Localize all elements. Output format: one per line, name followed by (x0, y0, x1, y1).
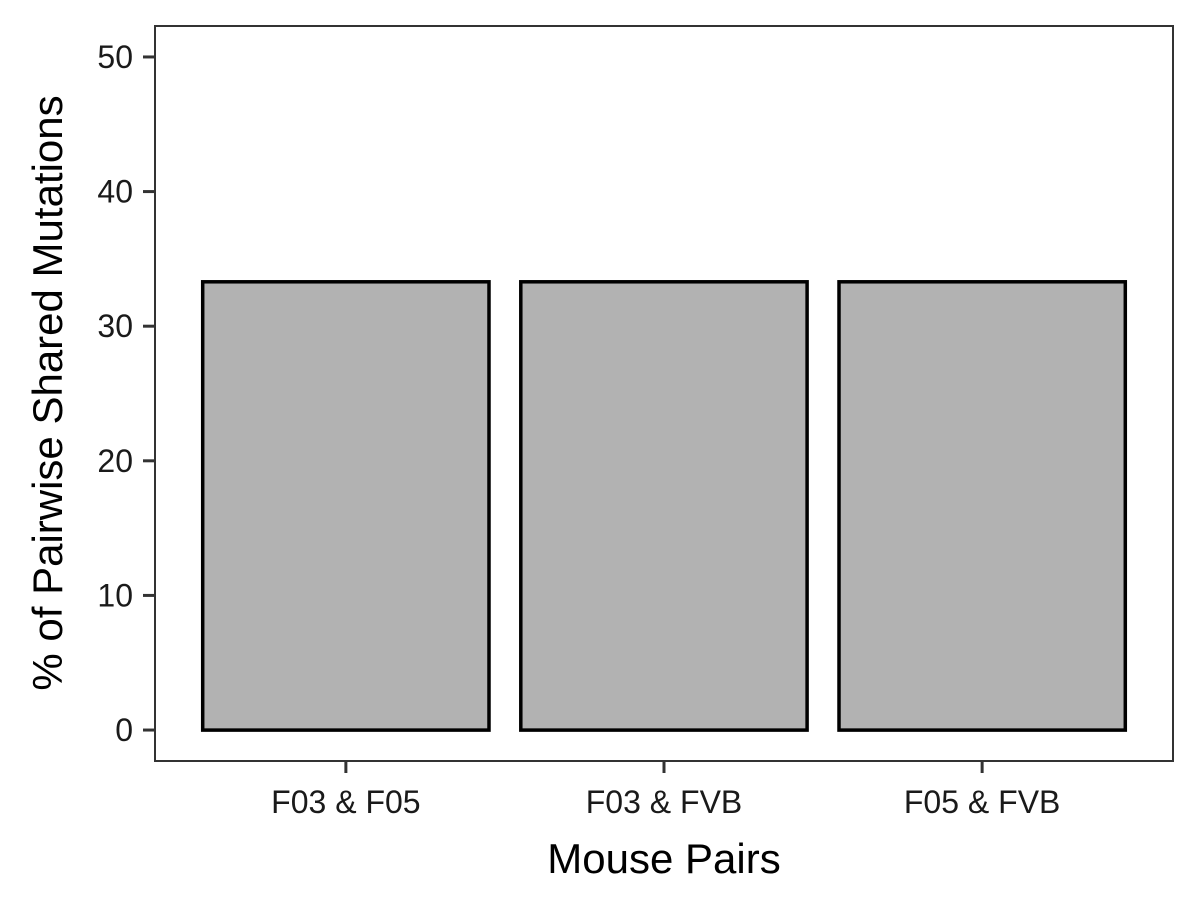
y-tick-label: 20 (97, 443, 133, 479)
bar-1 (200, 280, 491, 732)
y-tick-label: 0 (115, 712, 133, 748)
x-axis: F03 & F05 F03 & FVB F05 & FVB (271, 761, 1060, 820)
x-tick-label: F05 & FVB (904, 784, 1061, 820)
x-tick-label: F03 & FVB (586, 784, 743, 820)
y-axis: 0 10 20 30 40 50 (97, 39, 155, 748)
y-axis-title: % of Pairwise Shared Mutations (24, 95, 71, 690)
y-tick-label: 10 (97, 577, 133, 613)
y-tick-label: 50 (97, 39, 133, 75)
y-tick-label: 40 (97, 174, 133, 210)
bars-group (200, 280, 1128, 732)
bar-3 (837, 280, 1128, 732)
x-tick-label: F03 & F05 (271, 784, 420, 820)
y-tick-label: 30 (97, 308, 133, 344)
bar-2 (519, 280, 809, 732)
x-axis-title: Mouse Pairs (547, 835, 780, 882)
